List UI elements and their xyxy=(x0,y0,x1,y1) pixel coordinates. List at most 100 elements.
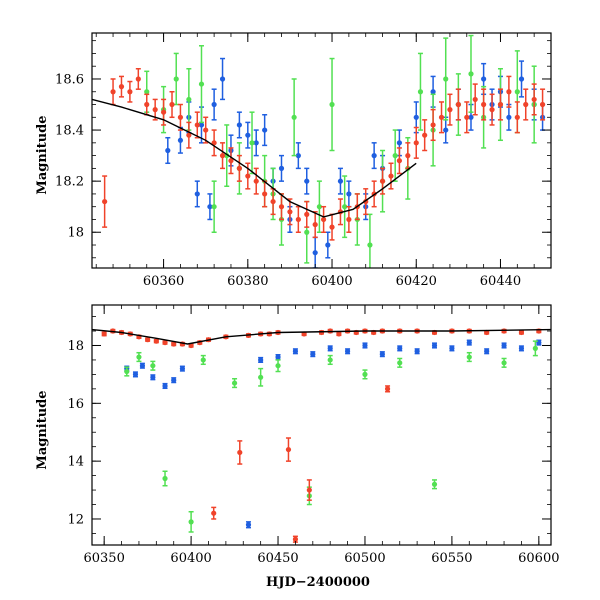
bottom-point-red xyxy=(162,339,168,346)
bottom-point-blue xyxy=(397,345,403,351)
bottom-point-blue xyxy=(344,348,351,354)
bottom-point-green xyxy=(162,475,168,482)
top-point-red xyxy=(295,216,301,223)
bottom-point-green xyxy=(124,368,130,375)
top-point-red xyxy=(413,140,419,146)
bottom-point-green xyxy=(188,519,194,525)
top-point-green xyxy=(392,153,398,159)
top-point-green xyxy=(367,242,373,248)
top-point-red xyxy=(405,153,411,159)
top-point-green xyxy=(316,204,322,210)
top-point-red xyxy=(497,101,504,108)
top-y-axis-label: Magnitude xyxy=(35,115,50,194)
bottom-plot-area xyxy=(92,328,551,543)
top-point-blue xyxy=(506,114,512,120)
top-point-red xyxy=(438,114,445,120)
top-point-red xyxy=(160,109,167,115)
bottom-point-green xyxy=(397,360,403,366)
top-point-blue xyxy=(481,76,487,82)
top-point-red xyxy=(489,107,495,113)
top-point-green xyxy=(443,76,449,82)
bottom-point-red xyxy=(292,536,299,542)
top-point-red xyxy=(464,114,470,120)
top-point-red xyxy=(194,122,200,128)
top-point-red xyxy=(177,114,184,120)
top-point-red xyxy=(346,216,352,223)
bottom-y-tick-label: 18 xyxy=(67,339,84,354)
top-x-tick-label: 60420 xyxy=(396,274,437,289)
bottom-y-tick-label: 16 xyxy=(67,397,84,412)
top-point-green xyxy=(342,204,348,210)
bottom-point-blue xyxy=(466,339,472,346)
top-point-green xyxy=(211,204,217,210)
top-point-blue xyxy=(262,127,268,133)
bottom-point-blue xyxy=(362,342,368,349)
top-point-red xyxy=(270,198,276,205)
top-x-tick-label: 60440 xyxy=(480,274,521,289)
top-y-tick-label: 18.2 xyxy=(55,175,84,190)
top-y-tick-label: 18.6 xyxy=(55,72,84,87)
bottom-point-green xyxy=(431,481,438,487)
top-point-red xyxy=(329,224,335,230)
top-model-curve xyxy=(92,98,417,218)
bottom-point-blue xyxy=(132,371,139,377)
top-point-blue xyxy=(207,204,213,210)
bottom-point-green xyxy=(466,354,472,360)
bottom-x-tick-label: 60550 xyxy=(431,551,472,566)
bottom-point-blue xyxy=(484,348,490,354)
top-point-red xyxy=(110,89,116,95)
bottom-point-blue xyxy=(258,357,264,363)
top-point-blue xyxy=(278,165,285,171)
top-point-red xyxy=(514,114,520,120)
bottom-point-red xyxy=(501,328,507,334)
top-point-blue xyxy=(304,178,310,184)
top-point-blue xyxy=(295,153,301,159)
top-point-red xyxy=(219,153,226,159)
top-point-green xyxy=(249,140,255,146)
bottom-point-green xyxy=(136,354,142,360)
top-point-red xyxy=(278,204,285,210)
top-point-green xyxy=(417,89,424,95)
bottom-point-red xyxy=(237,449,243,456)
top-y-tick-label: 18.4 xyxy=(55,124,84,139)
top-point-red xyxy=(455,101,461,108)
top-point-red xyxy=(523,101,529,108)
bottom-y-tick-label: 14 xyxy=(67,455,84,470)
top-point-red xyxy=(531,96,537,103)
top-x-tick-label: 60400 xyxy=(311,274,352,289)
bottom-x-axis-label: HJD−2400000 xyxy=(266,575,370,590)
top-point-red xyxy=(169,101,175,108)
bottom-point-green xyxy=(258,374,264,380)
bottom-point-green xyxy=(501,360,507,366)
top-point-green xyxy=(173,76,179,82)
top-point-red xyxy=(262,191,268,197)
top-point-blue xyxy=(430,89,436,95)
top-point-blue xyxy=(253,140,259,146)
bottom-point-blue xyxy=(310,351,316,357)
top-point-red xyxy=(211,140,217,146)
top-point-green xyxy=(198,81,205,87)
bottom-frame xyxy=(91,304,552,546)
top-point-green xyxy=(329,101,335,108)
bottom-point-blue xyxy=(431,342,438,349)
top-point-red xyxy=(144,101,150,108)
top-point-green xyxy=(304,229,310,235)
top-point-red xyxy=(447,107,453,113)
bottom-point-blue xyxy=(245,522,252,528)
bottom-point-green xyxy=(150,363,156,369)
top-panel: 60360 60380 60400 60420 60440 18 18.2 18.4 18.6 xyxy=(55,32,552,289)
top-point-blue xyxy=(245,132,251,138)
bottom-point-red xyxy=(336,331,342,337)
top-plot-area xyxy=(92,34,546,268)
bottom-y-tick-label: 12 xyxy=(67,512,84,527)
top-point-blue xyxy=(413,114,419,120)
top-point-blue xyxy=(443,127,449,133)
bottom-point-blue xyxy=(139,363,146,369)
top-point-green xyxy=(144,89,150,95)
bottom-point-red xyxy=(171,341,177,347)
top-point-red xyxy=(152,107,158,113)
top-frame xyxy=(91,32,552,269)
top-point-red xyxy=(396,158,403,164)
bottom-point-blue xyxy=(171,377,177,383)
